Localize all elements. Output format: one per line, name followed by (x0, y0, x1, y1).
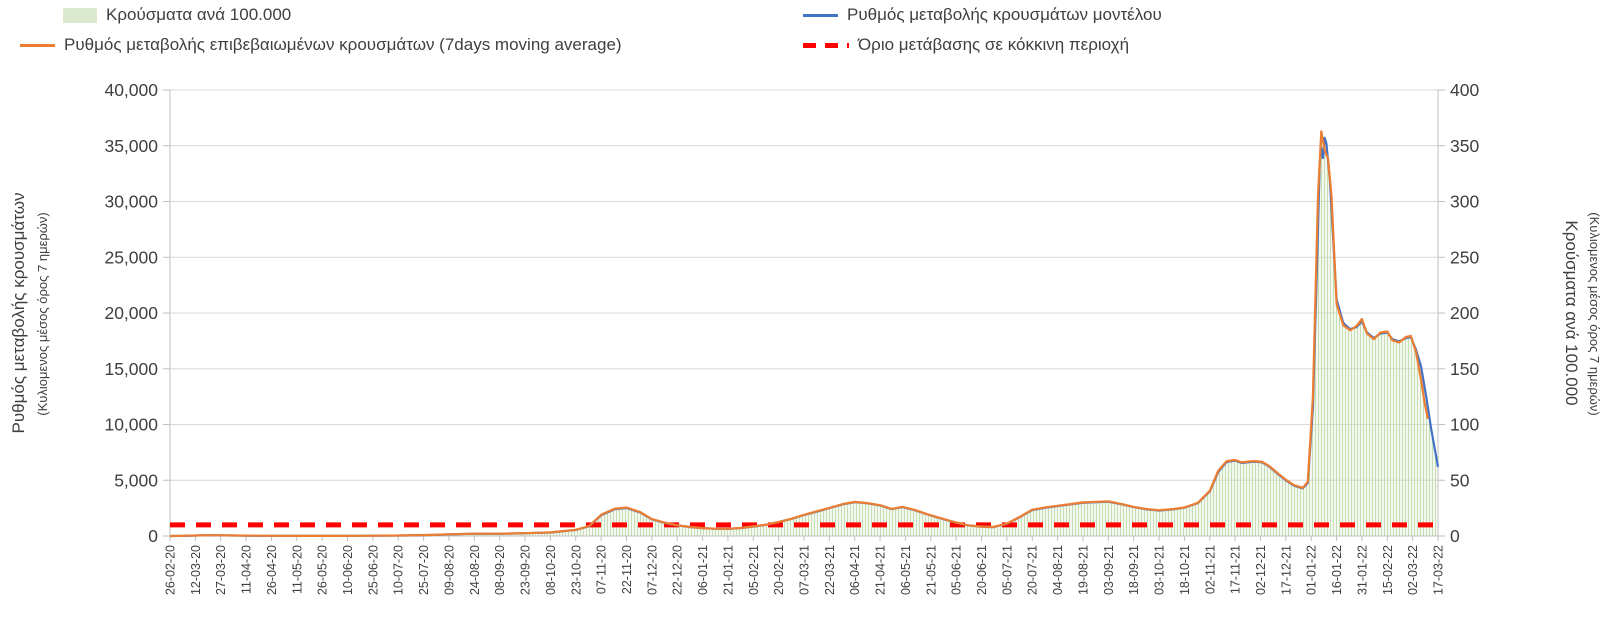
x-tick-label: 19-08-21 (1076, 545, 1090, 595)
x-tick-label: 22-11-20 (620, 545, 634, 594)
left-tick-label: 20,000 (104, 303, 158, 323)
x-tick-label: 20-02-21 (772, 545, 786, 595)
right-tick-label: 50 (1450, 470, 1470, 490)
right-tick-label: 300 (1450, 192, 1479, 212)
legend-label-model-line: Ρυθμός μεταβολής κρουσμάτων μοντέλου (847, 5, 1162, 24)
legend-row-1: Κρούσματα ανά 100.000 Ρυθμός μεταβολής κ… (20, 5, 1611, 25)
x-tick-label: 26-04-20 (265, 545, 279, 595)
x-tick-label: 17-03-22 (1432, 545, 1446, 595)
x-tick-label: 06-05-21 (899, 545, 913, 595)
right-tick-label: 200 (1450, 303, 1479, 323)
x-tick-label: 26-05-20 (316, 545, 330, 595)
left-tick-label: 30,000 (104, 192, 158, 212)
x-tick-label: 12-03-20 (189, 545, 203, 595)
legend-item-model-line: Ρυθμός μεταβολής κρουσμάτων μοντέλου (803, 5, 1611, 25)
chart-plot-area: 0 5,000 10,000 15,000 20,000 25,000 30,000 35,0… (104, 80, 1479, 595)
left-tick-label: 40,000 (104, 80, 158, 100)
x-tick-label: 10-06-20 (341, 545, 355, 595)
right-tick-label: 150 (1450, 359, 1479, 379)
x-tick-label: 03-09-21 (1102, 545, 1116, 595)
x-tick-label: 07-11-20 (595, 545, 609, 594)
x-tick-label: 18-10-21 (1178, 545, 1192, 595)
x-tick-label: 04-08-21 (1051, 545, 1065, 595)
legend-item-threshold: Όριο μετάβασης σε κόκκινη περιοχή (803, 35, 1611, 55)
x-tick-label: 07-03-21 (798, 545, 812, 595)
x-tick-label: 31-01-22 (1355, 545, 1369, 595)
left-tick-label: 15,000 (104, 359, 158, 379)
x-tick-label: 24-08-20 (468, 545, 482, 595)
x-tick-label: 15-02-22 (1381, 545, 1395, 595)
cases-per-100k-area (170, 131, 1438, 537)
x-tick-label: 07-12-20 (645, 545, 659, 595)
x-tick-label: 08-09-20 (493, 545, 507, 595)
right-tick-label: 250 (1450, 247, 1479, 267)
x-tick-label: 05-02-21 (747, 545, 761, 595)
legend-item-confirmed-line: Ρυθμός μεταβολής επιβεβαιωμένων κρουσμάτ… (20, 35, 803, 55)
x-tick-label: 10-07-20 (392, 545, 406, 595)
chart-legend: Κρούσματα ανά 100.000 Ρυθμός μεταβολής κ… (20, 5, 1611, 65)
x-tick-label: 06-04-21 (848, 545, 862, 595)
x-tick-label: 17-12-21 (1279, 545, 1293, 595)
left-tick-label: 35,000 (104, 136, 158, 156)
left-axis-subtitle: (Κυλιομενος μέσος όρος 7 ημερών) (35, 212, 50, 416)
x-tick-label: 27-03-20 (214, 545, 228, 595)
x-tick-label: 17-11-21 (1229, 545, 1243, 594)
x-tick-label: 11-04-20 (240, 545, 254, 594)
legend-swatch-threshold (803, 42, 849, 48)
confirmed-rate-line (169, 130, 1429, 538)
legend-label-threshold: Όριο μετάβασης σε κόκκινη περιοχή (858, 35, 1130, 54)
x-tick-label: 23-09-20 (519, 545, 533, 595)
x-tick-label: 20-07-21 (1026, 545, 1040, 595)
x-tick-label: 25-07-20 (417, 545, 431, 595)
x-tick-label: 21-04-21 (874, 545, 888, 595)
x-tick-label: 20-06-21 (975, 545, 989, 595)
right-tick-label: 100 (1450, 415, 1479, 435)
legend-row-2: Ρυθμός μεταβολής επιβεβαιωμένων κρουσμάτ… (20, 35, 1611, 55)
x-tick-label: 01-01-22 (1305, 545, 1319, 595)
legend-swatch-confirmed (20, 43, 55, 47)
x-tick-label: 11-05-20 (290, 545, 304, 594)
x-tick-label: 09-08-20 (442, 545, 456, 595)
x-tick-label: 23-10-20 (569, 545, 583, 595)
legend-item-cases-area: Κρούσματα ανά 100.000 (63, 5, 803, 25)
right-tick-label: 350 (1450, 136, 1479, 156)
right-axis-title: Κρούσματα ανά 100.000 (1562, 220, 1581, 406)
x-tick-label: 08-10-20 (544, 545, 558, 595)
x-tick-label: 03-10-21 (1153, 545, 1167, 595)
x-tick-label: 02-03-22 (1406, 545, 1420, 595)
left-tick-label: 5,000 (114, 470, 158, 490)
x-tick-label: 16-01-22 (1330, 545, 1344, 595)
right-axis-subtitle: (Κυλιομενος μέσος όρος 7 ημερών) (1587, 212, 1602, 416)
x-tick-label: 05-06-21 (950, 545, 964, 595)
x-tick-label: 18-09-21 (1127, 545, 1141, 595)
x-tick-label: 26-02-20 (164, 545, 178, 595)
x-tick-label: 25-06-20 (366, 545, 380, 595)
right-tick-label: 0 (1450, 526, 1460, 546)
x-tick-label: 21-01-21 (721, 545, 735, 595)
left-tick-label: 0 (148, 526, 158, 546)
x-tick-label: 22-03-21 (823, 545, 837, 595)
x-tick-label: 02-12-21 (1254, 545, 1268, 595)
x-tick-label: 21-05-21 (924, 545, 938, 595)
x-tick-label: 05-07-21 (1000, 545, 1014, 595)
x-tick-label: 06-01-21 (696, 545, 710, 595)
x-tick-label: 22-12-20 (671, 545, 685, 595)
legend-swatch-area (63, 7, 97, 23)
left-axis-title: Ρυθμός μεταβολής κρουσμάτων (9, 192, 28, 434)
legend-label-cases-area: Κρούσματα ανά 100.000 (106, 5, 292, 24)
x-tick-label: 02-11-21 (1203, 545, 1217, 594)
legend-swatch-model (803, 13, 838, 17)
left-tick-label: 25,000 (104, 247, 158, 267)
right-tick-label: 400 (1450, 80, 1479, 100)
left-tick-label: 10,000 (104, 415, 158, 435)
legend-label-confirmed-line: Ρυθμός μεταβολής επιβεβαιωμένων κρουσμάτ… (64, 35, 622, 54)
